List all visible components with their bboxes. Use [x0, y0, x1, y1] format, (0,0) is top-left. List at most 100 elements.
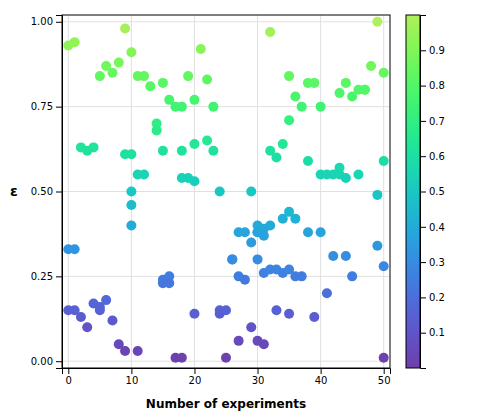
tick-mark [420, 297, 426, 298]
point [246, 237, 256, 247]
point [303, 227, 313, 237]
point [126, 47, 136, 57]
tick-mark [131, 368, 132, 374]
tick-mark [321, 368, 322, 374]
point [353, 170, 363, 180]
point [221, 353, 231, 363]
point [189, 309, 199, 319]
point [139, 170, 149, 180]
point [284, 71, 294, 81]
tick-mark [68, 368, 69, 374]
tick-label: 0.00 [31, 356, 53, 367]
point [215, 187, 225, 197]
point [341, 251, 351, 261]
tick-label: 0.8 [429, 80, 445, 91]
tick-mark [194, 368, 195, 374]
point [297, 271, 307, 281]
point [82, 322, 92, 332]
tick: 0.2 [420, 292, 445, 303]
point [379, 353, 389, 363]
tick-mark [420, 227, 426, 228]
tick: 0.25 [31, 271, 62, 282]
tick-mark [56, 107, 62, 108]
tick-label: 0.4 [429, 222, 445, 233]
point [202, 136, 212, 146]
point [164, 278, 174, 288]
point [240, 275, 250, 285]
point [70, 37, 80, 47]
tick-label: 0.2 [429, 292, 445, 303]
point [95, 71, 105, 81]
point [196, 44, 206, 54]
point [227, 254, 237, 264]
tick: 1.00 [31, 16, 62, 27]
point [309, 78, 319, 88]
point [177, 353, 187, 363]
tick-mark [420, 333, 426, 334]
tick: 0.6 [420, 151, 445, 162]
point [101, 295, 111, 305]
tick-mark [56, 22, 62, 23]
point [183, 71, 193, 81]
point [240, 227, 250, 237]
tick-label: 0.75 [31, 101, 53, 112]
tick-label: 30 [252, 375, 265, 386]
tick-mark [420, 121, 426, 122]
point [284, 115, 294, 125]
colorbar: 0.10.20.30.40.50.60.70.80.9 [406, 15, 445, 369]
tick: 0.8 [420, 80, 445, 91]
point [234, 336, 244, 346]
point [347, 271, 357, 281]
tick-label: 0.6 [429, 151, 445, 162]
tick: 0.3 [420, 257, 445, 268]
tick-mark [384, 368, 385, 374]
point [271, 305, 281, 315]
tick-label: 0.5 [429, 186, 445, 197]
point [177, 146, 187, 156]
point [189, 95, 199, 105]
point [89, 142, 99, 152]
tick: 0.00 [31, 356, 62, 367]
point [126, 200, 136, 210]
tick: 20 [189, 368, 202, 386]
y-axis-title: ε [10, 183, 18, 199]
points [63, 17, 388, 363]
tick: 50 [378, 368, 391, 386]
point [265, 27, 275, 37]
point [360, 85, 370, 95]
point [379, 68, 389, 78]
point [341, 78, 351, 88]
colorbar-gradient [406, 15, 420, 368]
tick-label: 0.1 [429, 327, 445, 338]
point [107, 68, 117, 78]
tick-mark [258, 368, 259, 374]
point [322, 288, 332, 298]
point [126, 149, 136, 159]
tick-mark [420, 192, 426, 193]
point [246, 322, 256, 332]
tick: 0 [66, 368, 72, 386]
tick-label: 40 [315, 375, 328, 386]
point [278, 139, 288, 149]
axis-line [63, 369, 391, 375]
point [253, 254, 263, 264]
point [227, 254, 237, 264]
point [360, 85, 370, 95]
grid-line-y [62, 106, 390, 107]
tick-label: 10 [126, 375, 139, 386]
axis-line [56, 16, 63, 369]
grid [62, 15, 390, 368]
point [341, 173, 351, 183]
point [372, 190, 382, 200]
tick-label: 20 [189, 375, 202, 386]
point [70, 244, 80, 254]
point [284, 309, 294, 319]
tick: 0.5 [420, 186, 445, 197]
point [259, 231, 269, 241]
point [366, 61, 376, 71]
point [76, 312, 86, 322]
tick: 0.75 [31, 101, 62, 112]
point [177, 102, 187, 112]
x-axis-title: Number of experiments [146, 397, 306, 411]
point [189, 176, 199, 186]
